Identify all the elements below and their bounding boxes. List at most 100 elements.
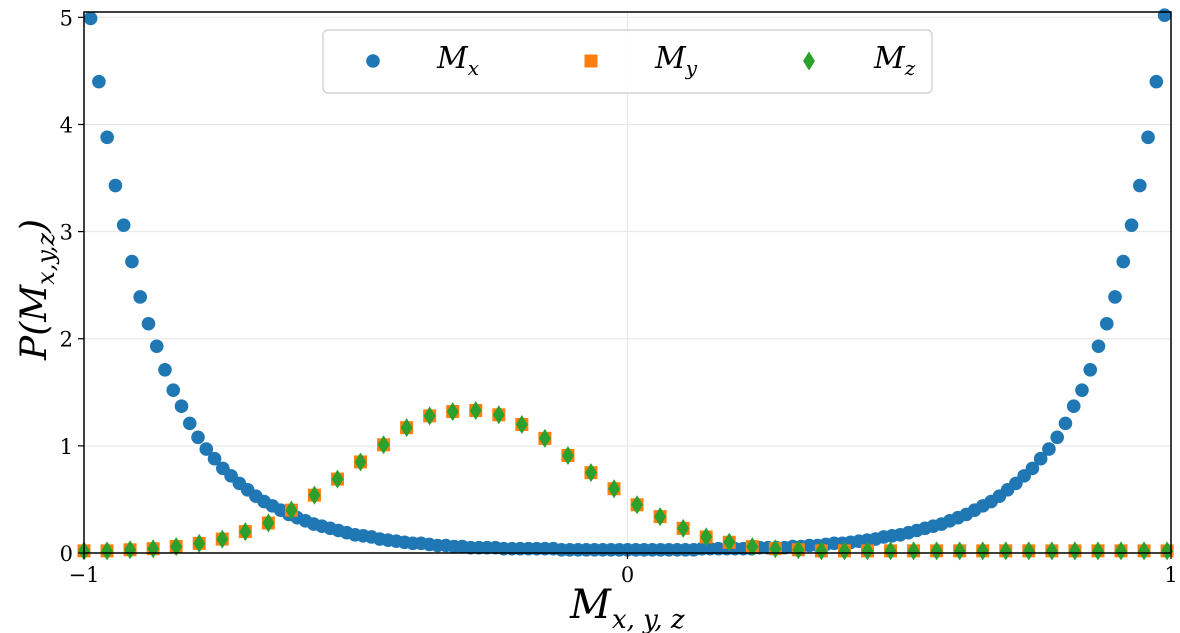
legend-label-mx: Mx xyxy=(436,41,479,80)
y-tick-label: 1 xyxy=(60,435,73,459)
point-mz xyxy=(976,541,989,561)
point-mz xyxy=(1161,541,1174,561)
point-mx xyxy=(1050,430,1064,445)
point-mx xyxy=(1058,416,1073,431)
point-mz xyxy=(884,541,897,561)
legend-label-mz: Mz xyxy=(873,41,916,80)
point-mz xyxy=(999,541,1012,561)
point-mx xyxy=(83,11,98,26)
point-mz xyxy=(861,541,874,561)
point-mz xyxy=(262,513,275,533)
legend-box xyxy=(322,29,933,94)
y-tick-label: 0 xyxy=(60,542,73,566)
y-tick-label: 5 xyxy=(60,6,73,30)
legend-marker-mx xyxy=(366,54,380,68)
point-mx xyxy=(1025,461,1040,476)
x-tick-label: 1 xyxy=(1164,563,1177,587)
point-mz xyxy=(561,446,574,466)
point-mx xyxy=(141,316,156,331)
point-mz xyxy=(953,541,966,561)
point-mx xyxy=(1141,130,1155,145)
point-mz xyxy=(400,418,413,438)
point-mx xyxy=(166,383,181,397)
x-tick-label: 0 xyxy=(621,563,634,587)
point-mx xyxy=(1157,8,1172,23)
point-mz xyxy=(101,541,114,561)
point-mx xyxy=(1116,254,1131,269)
x-axis-label-sub: x, y, z xyxy=(612,605,685,633)
point-mz xyxy=(677,518,690,538)
point-mz xyxy=(608,479,621,499)
point-mz xyxy=(631,495,644,515)
point-mz xyxy=(1022,541,1035,561)
point-mx xyxy=(149,339,164,354)
point-mz xyxy=(285,500,298,520)
point-mx xyxy=(207,451,222,466)
point-mz xyxy=(124,540,137,560)
point-mz xyxy=(147,539,160,559)
point-mz xyxy=(838,541,851,561)
point-mz xyxy=(1068,541,1081,561)
point-mx xyxy=(1091,339,1106,354)
point-mz xyxy=(792,540,805,560)
legend-label-sub: z xyxy=(904,56,916,80)
y-tick-label: 2 xyxy=(60,328,73,352)
point-mx xyxy=(199,442,214,456)
point-mx xyxy=(1033,451,1048,466)
point-mz xyxy=(423,406,436,426)
point-mx xyxy=(1124,218,1139,232)
data-marks xyxy=(77,8,1174,561)
point-mx xyxy=(92,74,106,89)
point-mz xyxy=(815,541,828,561)
y-axis-label-sub: x,y,z xyxy=(32,233,60,285)
point-mx xyxy=(182,416,197,431)
y-axis-label: P(Mx,y,z) xyxy=(14,219,60,361)
legend-label-base: M xyxy=(654,41,687,76)
point-mx xyxy=(174,399,189,414)
y-axis-label-prefix: P( xyxy=(14,321,55,361)
point-mx xyxy=(133,290,147,304)
legend-marker-my xyxy=(584,54,598,68)
point-mz xyxy=(723,532,736,552)
y-axis-label-suffix: ) xyxy=(14,219,55,234)
point-mz xyxy=(538,428,551,448)
legend-label-my: My xyxy=(654,41,698,80)
point-mz xyxy=(700,527,713,547)
point-mz xyxy=(170,537,183,557)
point-mz xyxy=(377,435,390,455)
point-mz xyxy=(584,463,597,483)
y-axis-label-base: M xyxy=(14,284,55,323)
point-mz xyxy=(216,529,229,549)
point-mz xyxy=(930,541,943,561)
point-mx xyxy=(158,363,172,377)
point-mz xyxy=(354,452,367,472)
legend-label-sub: x xyxy=(468,56,479,80)
point-mz xyxy=(308,485,321,505)
y-tick-label: 4 xyxy=(60,113,73,137)
point-mx xyxy=(1149,74,1164,89)
point-mz xyxy=(1114,541,1127,561)
legend-label-base: M xyxy=(436,41,469,76)
point-mz xyxy=(654,507,667,527)
point-mx xyxy=(1133,178,1147,193)
point-mz xyxy=(331,469,344,489)
point-mz xyxy=(239,522,252,542)
point-mx xyxy=(100,130,114,145)
point-mx xyxy=(116,218,131,232)
x-tick-label: −1 xyxy=(69,563,100,587)
point-mz xyxy=(907,541,920,561)
legend-marker-mz xyxy=(803,51,815,71)
point-mx xyxy=(1108,290,1122,304)
point-mz xyxy=(746,537,759,557)
point-mx xyxy=(191,430,205,445)
point-mz xyxy=(446,402,459,422)
point-mz xyxy=(193,533,206,553)
point-mz xyxy=(1091,541,1104,561)
x-axis-label-base: M xyxy=(569,582,612,628)
point-mx xyxy=(1075,383,1089,397)
point-mz xyxy=(515,414,528,434)
point-mz xyxy=(469,401,482,421)
y-tick-label: 3 xyxy=(60,221,73,245)
